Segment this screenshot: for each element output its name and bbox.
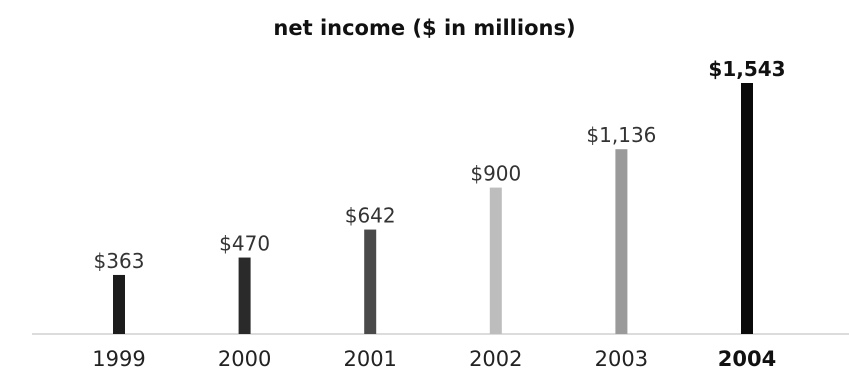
x-tick-label-2000: 2000: [218, 347, 271, 371]
x-tick-label-2004: 2004: [718, 347, 776, 371]
bar-2002: [489, 187, 502, 334]
tick-labels-group: 1999 2000 2001 2002 2003 2004: [92, 347, 776, 371]
value-label-2003: $1,136: [586, 123, 656, 147]
bar-2000: [238, 257, 251, 334]
x-tick-label-2002: 2002: [469, 347, 522, 371]
value-label-2000: $470: [219, 232, 270, 256]
bars-group: [113, 83, 753, 334]
x-tick-label-2001: 2001: [343, 347, 396, 371]
bar-1999: [113, 274, 125, 334]
bar-2003: [615, 149, 628, 334]
value-label-2001: $642: [345, 204, 396, 228]
x-tick-label-2003: 2003: [595, 347, 648, 371]
value-labels-group: $363 $470 $642 $900 $1,136 $1,543: [94, 57, 786, 273]
value-label-1999: $363: [94, 249, 145, 273]
x-tick-label-1999: 1999: [92, 347, 145, 371]
bar-2004: [741, 83, 753, 334]
chart-title: net income ($ in millions): [273, 16, 576, 40]
bar-2001: [364, 229, 377, 334]
value-label-2004: $1,543: [708, 57, 785, 81]
value-label-2002: $900: [470, 162, 521, 186]
